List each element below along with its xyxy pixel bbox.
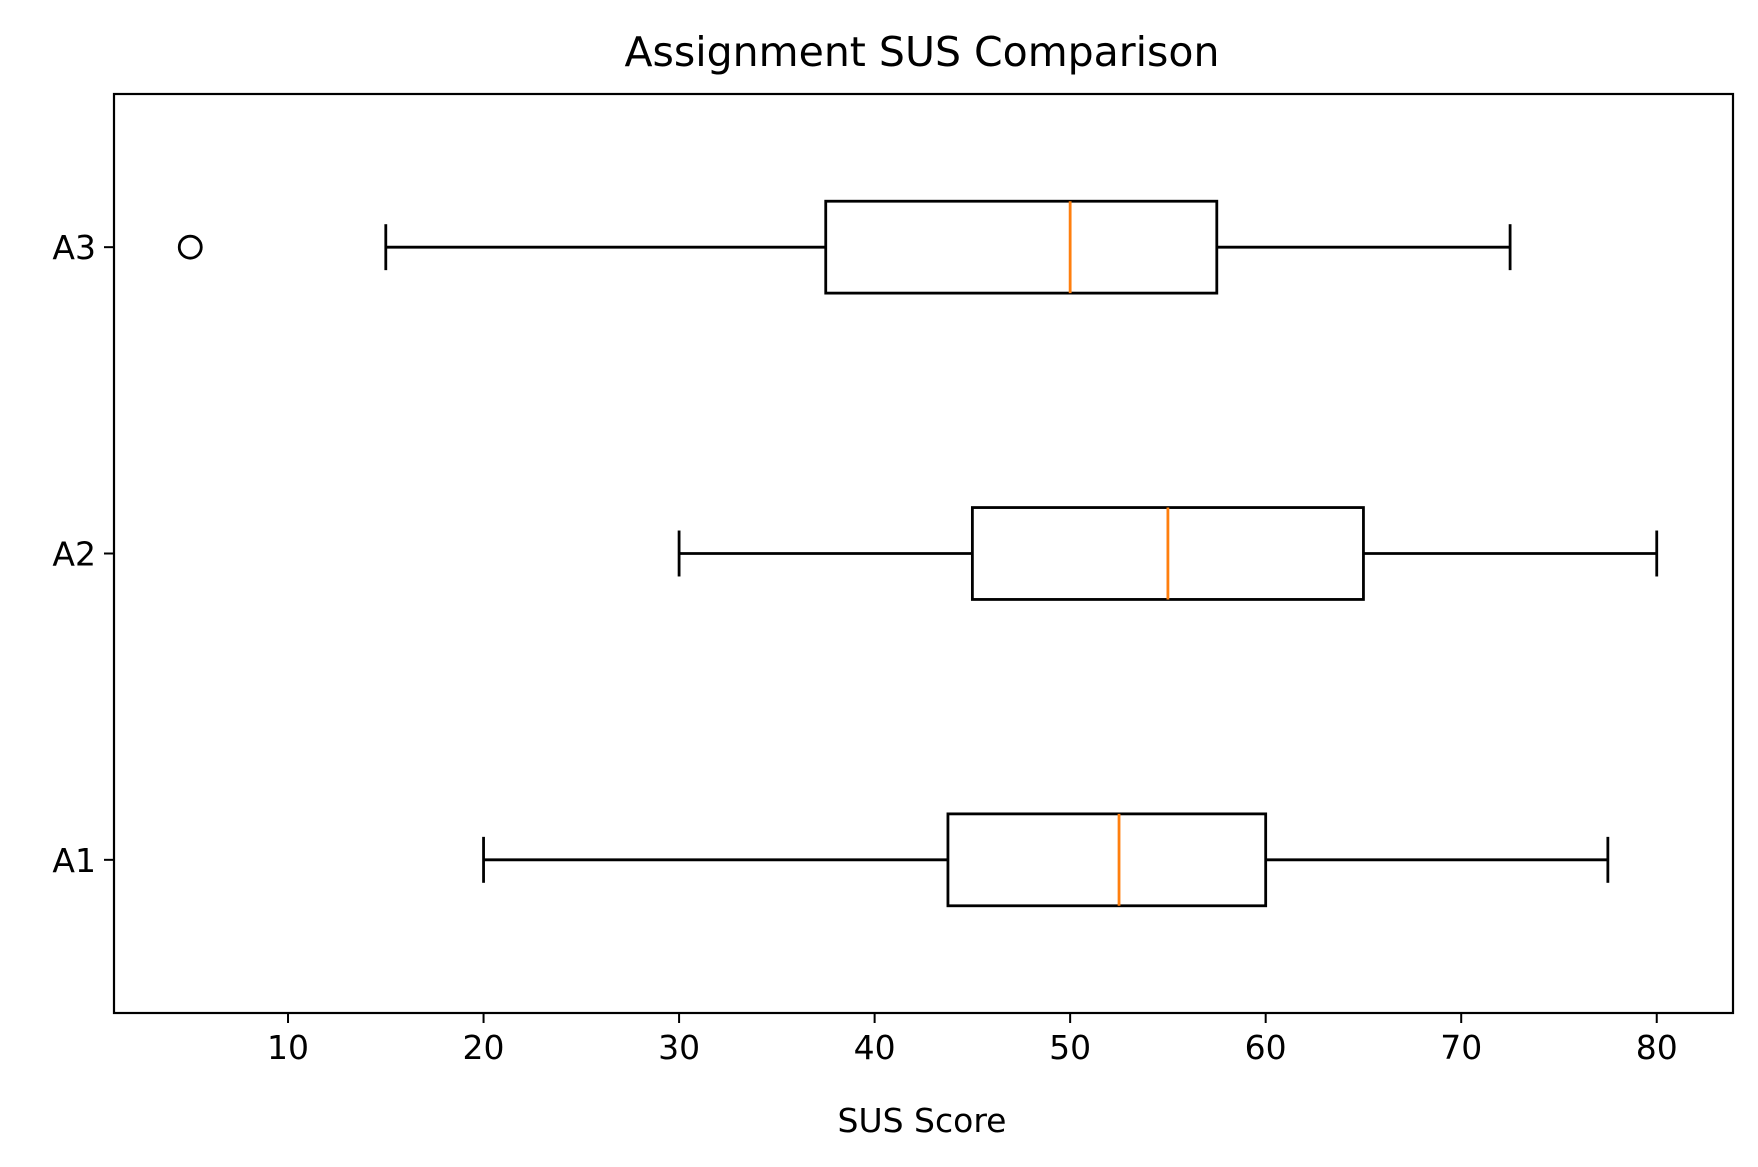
y-tick-label: A3 bbox=[52, 228, 96, 267]
x-tick-label: 80 bbox=[1636, 1028, 1678, 1067]
x-tick-label: 20 bbox=[463, 1028, 505, 1067]
x-tick-label: 40 bbox=[854, 1028, 896, 1067]
box-group-a2 bbox=[677, 506, 1659, 601]
x-axis: 10 20 30 40 50 60 70 80 bbox=[267, 1013, 1678, 1067]
chart-title: Assignment SUS Comparison bbox=[624, 28, 1219, 76]
y-axis: A1 A2 A3 bbox=[52, 228, 114, 880]
box-group-a3 bbox=[177, 199, 1512, 295]
x-tick-label: 30 bbox=[658, 1028, 700, 1067]
x-tick-label: 10 bbox=[267, 1028, 309, 1067]
x-tick-label: 60 bbox=[1245, 1028, 1287, 1067]
y-tick-label: A2 bbox=[52, 535, 96, 574]
outlier-point bbox=[177, 234, 203, 260]
x-tick-label: 50 bbox=[1049, 1028, 1091, 1067]
x-axis-label: SUS Score bbox=[838, 1101, 1007, 1140]
plot-area bbox=[177, 199, 1659, 908]
box-group-a1 bbox=[482, 812, 1610, 908]
iqr-box bbox=[946, 812, 1268, 908]
y-tick-label: A1 bbox=[52, 841, 96, 880]
iqr-box bbox=[824, 199, 1219, 295]
x-tick-label: 70 bbox=[1440, 1028, 1482, 1067]
